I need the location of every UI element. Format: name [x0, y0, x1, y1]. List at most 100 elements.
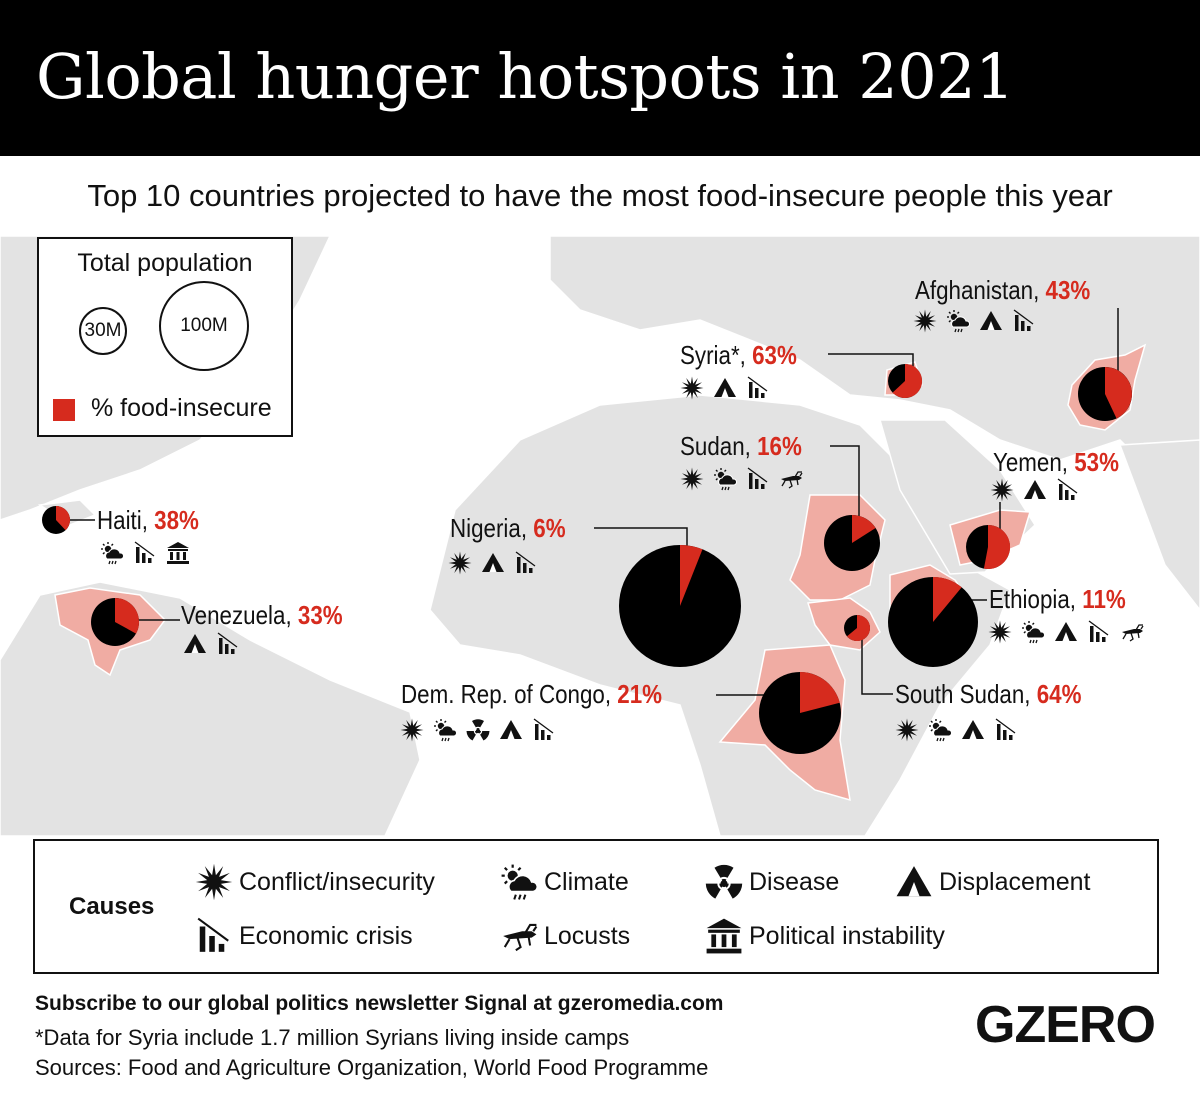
- cause-label: Conflict/insecurity: [239, 867, 435, 896]
- causes-title: Causes: [69, 893, 155, 920]
- locusts-icon: [779, 467, 803, 491]
- cause-legend-conflict: Conflict/insecurity: [195, 863, 435, 901]
- cause-legend-climate: Climate: [500, 863, 629, 901]
- political-icon: [705, 917, 743, 955]
- cause-icons-dem-rep-of-congo: [400, 718, 556, 742]
- political-icon: [166, 541, 190, 565]
- cause-legend-political: Political instability: [705, 917, 945, 955]
- pie-food-insecure-nigeria: [680, 545, 703, 606]
- country-label-yemen: Yemen, 53%: [993, 447, 1119, 477]
- conflict-icon: [680, 376, 704, 400]
- conflict-icon: [913, 309, 937, 333]
- locusts-icon: [1120, 620, 1144, 644]
- country-label-south-sudan: South Sudan, 64%: [895, 679, 1081, 709]
- country-label-afghanistan: Afghanistan, 43%: [915, 275, 1090, 305]
- food-insecure-pct: 38%: [154, 505, 199, 535]
- newsletter-note: Subscribe to our global politics newslet…: [35, 992, 724, 1015]
- displacement-icon: [895, 863, 933, 901]
- conflict-icon: [680, 467, 704, 491]
- pie-food-insecure-afghanistan: [1105, 367, 1132, 419]
- disease-icon: [466, 718, 490, 742]
- food-insecure-pct: 33%: [297, 600, 343, 630]
- food-insecure-pct: 63%: [752, 340, 797, 370]
- country-name: Sudan,: [680, 431, 751, 461]
- food-insecure-pct: 43%: [1045, 275, 1091, 305]
- sources: Sources: Food and Agriculture Organizati…: [35, 1055, 709, 1080]
- climate-icon: [433, 718, 457, 742]
- economic-icon: [133, 541, 157, 565]
- cause-label: Displacement: [939, 867, 1091, 896]
- country-name: Syria*,: [680, 340, 746, 370]
- climate-icon: [713, 467, 737, 491]
- conflict-icon: [448, 551, 472, 575]
- pie-food-insecure-south-sudan: [847, 615, 871, 641]
- food-insecure-pct: 6%: [533, 513, 566, 543]
- economic-icon: [216, 632, 240, 656]
- food-insecure-pct: 53%: [1074, 447, 1119, 477]
- cause-legend-displacement: Displacement: [895, 863, 1090, 901]
- food-insecure-pct: 16%: [757, 431, 802, 461]
- cause-label: Political instability: [749, 921, 945, 950]
- country-label-sudan: Sudan, 16%: [680, 431, 802, 461]
- displacement-icon: [979, 309, 1003, 333]
- pie-food-insecure-sudan: [852, 515, 876, 543]
- climate-icon: [946, 309, 970, 333]
- country-name: Nigeria,: [450, 513, 528, 543]
- food-insecure-pct: 21%: [617, 679, 663, 709]
- pie-food-insecure-yemen: [983, 524, 1011, 569]
- economic-icon: [746, 467, 770, 491]
- pie-food-insecure-venezuela: [115, 598, 139, 634]
- economic-icon: [1012, 309, 1036, 333]
- legend-circle-100m: 100M: [159, 281, 249, 371]
- cause-icons-south-sudan: [895, 718, 1018, 742]
- subtitle: Top 10 countries projected to have the m…: [87, 178, 1113, 213]
- pie-food-insecure-syria: [892, 363, 923, 398]
- displacement-icon: [713, 376, 737, 400]
- country-name: Yemen,: [993, 447, 1069, 477]
- legend-swatch-food-insecure: [53, 399, 75, 421]
- economic-icon: [746, 376, 770, 400]
- country-name: Afghanistan,: [915, 275, 1040, 305]
- economic-icon: [1087, 620, 1111, 644]
- population-legend: Total population 30M 100M % food-insecur…: [37, 237, 293, 437]
- conflict-icon: [990, 478, 1014, 502]
- conflict-icon: [988, 620, 1012, 644]
- country-label-syria: Syria*, 63%: [680, 340, 797, 370]
- food-insecure-pct: 11%: [1082, 584, 1126, 614]
- conflict-icon: [400, 718, 424, 742]
- pie-food-insecure-ethiopia: [933, 577, 962, 622]
- displacement-icon: [1023, 478, 1047, 502]
- cause-icons-venezuela: [183, 632, 240, 656]
- legend-circle-30m: 30M: [79, 307, 127, 355]
- locusts-icon: [500, 917, 538, 955]
- legend-title: Total population: [77, 249, 253, 277]
- displacement-icon: [1054, 620, 1078, 644]
- climate-icon: [928, 718, 952, 742]
- climate-icon: [100, 541, 124, 565]
- country-name: Haiti,: [97, 505, 148, 535]
- gzero-logo: GZERO: [975, 996, 1156, 1054]
- cause-icons-syria: [680, 376, 770, 400]
- displacement-icon: [183, 632, 207, 656]
- pie-food-insecure-dem-rep-of-congo: [800, 672, 840, 713]
- cause-label: Economic crisis: [239, 921, 413, 950]
- country-name: South Sudan,: [895, 679, 1031, 709]
- food-insecure-pct: 64%: [1036, 679, 1082, 709]
- conflict-icon: [895, 718, 919, 742]
- syria-footnote: *Data for Syria include 1.7 million Syri…: [35, 1025, 630, 1050]
- page-title: Global hunger hotspots in 2021: [36, 40, 1015, 113]
- pie-food-insecure-haiti: [56, 506, 71, 531]
- causes-legend: Causes Conflict/insecurity Climate Disease…: [33, 839, 1159, 974]
- country-name: Ethiopia,: [989, 584, 1077, 614]
- cause-icons-sudan: [680, 467, 803, 491]
- displacement-icon: [961, 718, 985, 742]
- cause-legend-economic: Economic crisis: [195, 917, 413, 955]
- cause-legend-disease: Disease: [705, 863, 839, 901]
- country-label-dem-rep-of-congo: Dem. Rep. of Congo, 21%: [401, 679, 662, 709]
- cause-label: Climate: [544, 867, 629, 896]
- climate-icon: [500, 863, 538, 901]
- land-india: [1118, 439, 1200, 612]
- disease-icon: [705, 863, 743, 901]
